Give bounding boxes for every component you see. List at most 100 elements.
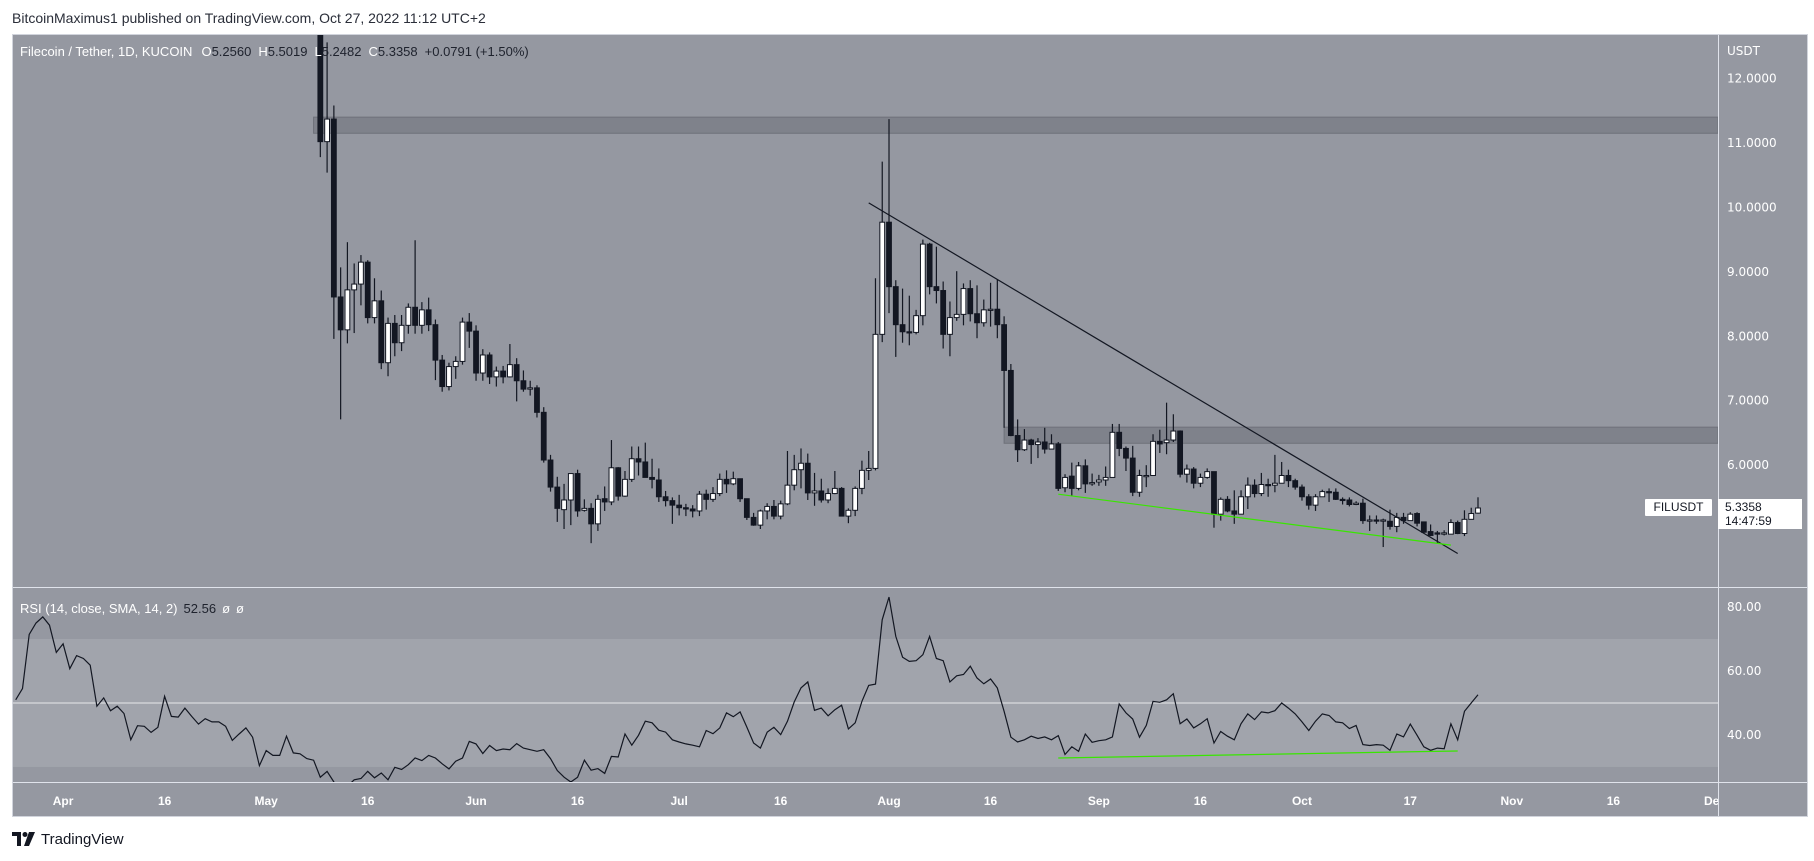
candle — [953, 271, 960, 321]
rsi-axis[interactable]: 80.00 60.00 40.00 — [1727, 600, 1761, 742]
candle-body-up — [1048, 443, 1055, 450]
open-label: O — [201, 44, 212, 59]
rsi-title[interactable]: RSI (14, close, SMA, 14, 2) — [20, 601, 178, 616]
candle-body-up — [1441, 532, 1448, 535]
candle — [1238, 490, 1244, 515]
time-tick-label: 16 — [774, 794, 788, 808]
candle — [791, 454, 798, 491]
price-tick-label: 7.0000 — [1727, 394, 1769, 408]
candle-body-up — [493, 370, 500, 378]
symbol-title[interactable]: Filecoin / Tether, 1D, KUCOIN — [20, 44, 193, 59]
candle-body-up — [622, 478, 628, 497]
candle-body-down — [723, 478, 730, 485]
candle — [642, 442, 649, 478]
candle — [371, 278, 378, 324]
time-tick-label: Nov — [1501, 794, 1524, 808]
candle-body-up — [1238, 496, 1244, 515]
candle — [1231, 490, 1238, 524]
last-price-value: 5.3358 — [1725, 499, 1762, 514]
rsi-support-line[interactable] — [1058, 750, 1458, 759]
candle-body-down — [330, 118, 337, 298]
candle-body-down — [933, 286, 940, 292]
brand-name: TradingView — [41, 830, 124, 848]
price-drawings — [868, 202, 1458, 555]
candle-body-down — [899, 324, 906, 333]
candle-body-down — [1068, 475, 1075, 489]
time-tick-label: 16 — [984, 794, 998, 808]
candle-body-down — [1339, 498, 1346, 502]
candle-body-down — [1001, 324, 1008, 371]
candle-body-down — [1028, 439, 1035, 446]
support-line[interactable] — [1058, 493, 1451, 546]
time-tick-label: Jun — [465, 794, 486, 808]
candle-body-down — [649, 476, 655, 480]
candle-body-up — [561, 499, 567, 511]
candle-body-down — [655, 479, 662, 498]
candle — [899, 288, 906, 343]
candle-body-up — [1366, 519, 1373, 522]
candle — [1414, 512, 1420, 527]
resistance-zone[interactable] — [313, 116, 1718, 134]
footer-brand[interactable]: TradingView — [12, 829, 124, 849]
candle — [1332, 488, 1339, 500]
candle — [906, 295, 913, 346]
price-tick-label: 8.0000 — [1727, 329, 1769, 343]
candle-body-down — [974, 313, 980, 324]
candle-body-up — [628, 458, 635, 480]
candle-body-up — [1475, 507, 1481, 514]
candle-body-down — [676, 504, 683, 509]
candle — [1265, 478, 1272, 497]
candle — [1461, 510, 1468, 537]
candle — [513, 358, 520, 402]
rsi-value: 52.56 — [183, 601, 217, 616]
candle — [940, 281, 947, 349]
candle — [1062, 474, 1068, 493]
candle — [1177, 430, 1184, 478]
candle — [1150, 434, 1156, 476]
candle — [1305, 494, 1312, 510]
time-tick-label: 16 — [1607, 794, 1621, 808]
candle — [1075, 461, 1082, 491]
candle-body-up — [1312, 496, 1319, 506]
descending-trendline[interactable] — [868, 202, 1458, 555]
candle-body-up — [1062, 476, 1068, 489]
candle-body-down — [737, 478, 743, 500]
candle-body-up — [446, 366, 452, 388]
time-tick-label: 16 — [571, 794, 585, 808]
time-tick-label: 16 — [158, 794, 172, 808]
candle-body-down — [703, 493, 710, 500]
candle — [1183, 464, 1190, 483]
candle-body-up — [1021, 439, 1028, 451]
candle — [1014, 419, 1021, 462]
candle-body-down — [500, 370, 507, 378]
candle-body-up — [716, 478, 723, 495]
candle — [1380, 518, 1387, 548]
time-tick-label: 17 — [1404, 794, 1418, 808]
candle — [601, 486, 608, 511]
candle-body-down — [391, 322, 398, 344]
candle-body-up — [595, 498, 601, 525]
time-axis[interactable]: Apr 16 May 16 Jun 16 Jul 16 Aug 16 Sep 16 Oct 17 Nov 16… — [53, 794, 1727, 808]
candle-body-down — [1332, 491, 1339, 500]
candle-body-down — [554, 486, 561, 509]
candle — [1204, 468, 1211, 479]
candle — [317, 34, 324, 158]
candle-body-down — [1265, 484, 1272, 487]
last-price-badge: 5.3358 14:47:59 — [1718, 498, 1802, 529]
candle-body-down — [940, 290, 947, 335]
candle — [649, 458, 655, 489]
candle — [689, 505, 696, 518]
candle-body-up — [913, 315, 919, 333]
high-label: H — [258, 44, 268, 59]
time-tick-label: 16 — [1194, 794, 1208, 808]
candle-body-down — [615, 467, 622, 497]
candle — [391, 315, 398, 357]
candle-body-up — [1075, 465, 1082, 489]
candle-body-down — [1231, 510, 1238, 515]
candle — [662, 490, 669, 507]
candle — [804, 453, 811, 500]
candle-body-up — [506, 364, 513, 378]
candle-body-down — [1434, 532, 1441, 535]
price-axis[interactable]: USDT 12.0000 11.0000 10.0000 9.0000 8.0000 7.0… — [1727, 44, 1777, 472]
